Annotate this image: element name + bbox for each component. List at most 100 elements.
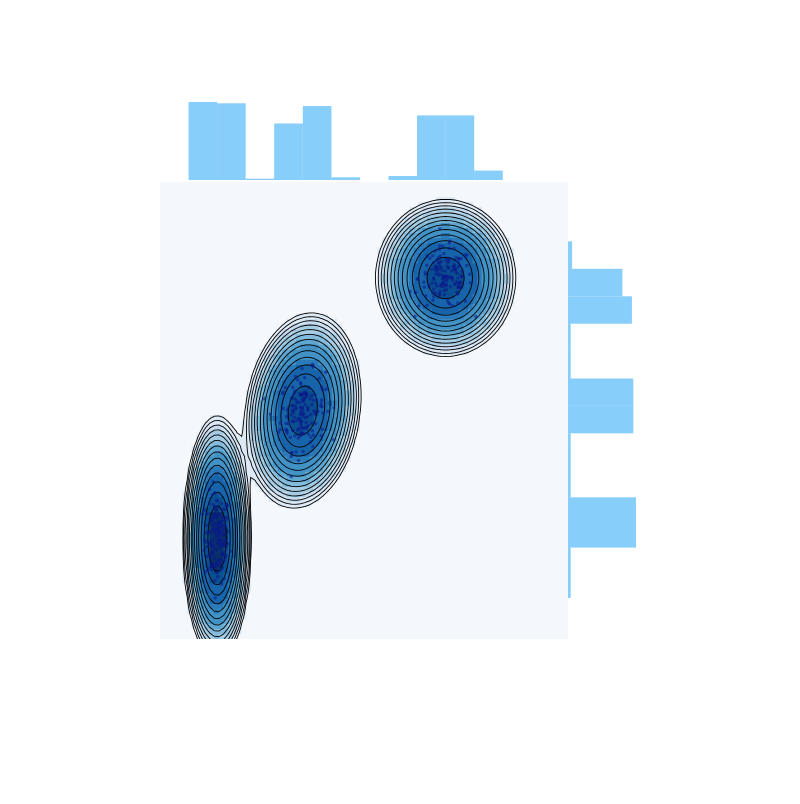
kde-fill-cell bbox=[255, 456, 260, 462]
kde-fill-cell bbox=[223, 461, 229, 467]
kde-fill-cell bbox=[268, 461, 274, 467]
kde-fill-cell bbox=[259, 471, 265, 477]
kde-fill-cell bbox=[463, 344, 469, 350]
kde-fill-cell bbox=[273, 389, 279, 396]
kde-fill-cell bbox=[250, 379, 256, 386]
kde-fill-cell bbox=[350, 430, 356, 437]
kde-fill-cell bbox=[341, 405, 347, 411]
kde-fill-cell bbox=[191, 476, 197, 482]
kde-fill-cell bbox=[400, 298, 405, 305]
kde-fill-cell bbox=[250, 420, 256, 426]
kde-fill-cell bbox=[223, 613, 229, 619]
kde-fill-cell bbox=[481, 288, 487, 294]
data-point bbox=[432, 260, 436, 265]
marginal-y-bar bbox=[568, 351, 571, 379]
data-point bbox=[215, 574, 220, 579]
kde-fill-cell bbox=[223, 430, 229, 437]
kde-fill-cell bbox=[418, 232, 424, 239]
kde-fill-cell bbox=[454, 212, 460, 218]
data-point bbox=[303, 376, 307, 380]
kde-fill-cell bbox=[327, 364, 333, 371]
data-point bbox=[440, 244, 445, 248]
kde-fill-cell bbox=[454, 273, 460, 279]
kde-fill-cell bbox=[295, 395, 301, 401]
data-point bbox=[301, 426, 305, 431]
data-point bbox=[332, 406, 336, 410]
kde-fill-cell bbox=[454, 252, 460, 259]
kde-fill-cell bbox=[477, 318, 483, 325]
data-point bbox=[211, 480, 215, 484]
kde-fill-cell bbox=[282, 379, 288, 386]
kde-fill-cell bbox=[268, 440, 274, 447]
kde-fill-cell bbox=[422, 247, 428, 254]
kde-fill-cell bbox=[418, 222, 424, 228]
kde-fill-cell bbox=[391, 308, 396, 315]
kde-fill-cell bbox=[304, 435, 310, 442]
kde-fill-cell bbox=[218, 430, 224, 437]
kde-fill-cell bbox=[427, 237, 433, 244]
kde-fill-cell bbox=[341, 349, 347, 355]
data-point bbox=[290, 450, 294, 455]
kde-fill-cell bbox=[255, 461, 260, 467]
data-point bbox=[302, 390, 307, 394]
kde-fill-cell bbox=[404, 247, 410, 254]
kde-fill-cell bbox=[490, 308, 496, 315]
kde-fill-cell bbox=[377, 283, 383, 289]
kde-fill-cell bbox=[255, 400, 260, 406]
kde-fill-cell bbox=[318, 410, 324, 416]
data-point bbox=[203, 570, 207, 574]
kde-fill-cell bbox=[427, 298, 433, 305]
kde-fill-cell bbox=[187, 511, 192, 518]
kde-fill-cell bbox=[440, 303, 446, 310]
kde-fill-cell bbox=[241, 461, 247, 467]
kde-fill-cell bbox=[295, 318, 301, 325]
kde-fill-cell bbox=[327, 384, 333, 391]
kde-fill-cell bbox=[313, 461, 319, 467]
kde-fill-cell bbox=[504, 257, 510, 264]
kde-fill-cell bbox=[264, 349, 269, 355]
kde-fill-cell bbox=[323, 400, 328, 406]
kde-fill-cell bbox=[209, 440, 215, 447]
kde-fill-cell bbox=[232, 440, 238, 447]
kde-fill-cell bbox=[250, 374, 256, 381]
kde-fill-cell bbox=[218, 425, 224, 432]
kde-fill-cell bbox=[259, 420, 265, 426]
kde-fill-cell bbox=[381, 242, 387, 249]
kde-fill-cell bbox=[227, 450, 233, 457]
kde-fill-cell bbox=[318, 395, 324, 401]
kde-fill-cell bbox=[427, 232, 433, 239]
kde-fill-cell bbox=[304, 400, 310, 406]
kde-fill-cell bbox=[205, 598, 211, 604]
kde-fill-cell bbox=[295, 486, 301, 492]
kde-fill-cell bbox=[223, 577, 229, 584]
kde-fill-cell bbox=[313, 374, 319, 381]
kde-fill-cell bbox=[413, 263, 419, 269]
data-point bbox=[430, 267, 434, 271]
kde-fill-cell bbox=[309, 349, 315, 355]
kde-fill-cell bbox=[282, 359, 288, 365]
kde-fill-cell bbox=[309, 369, 315, 376]
kde-fill-cell bbox=[431, 242, 437, 249]
data-point bbox=[306, 408, 310, 412]
kde-fill-cell bbox=[304, 461, 310, 467]
kde-fill-cell bbox=[304, 339, 310, 345]
kde-fill-cell bbox=[286, 395, 292, 401]
data-point bbox=[213, 578, 217, 583]
kde-fill-cell bbox=[182, 557, 188, 564]
kde-fill-cell bbox=[187, 516, 192, 523]
kde-fill-cell bbox=[454, 344, 460, 350]
kde-fill-cell bbox=[264, 445, 269, 452]
kde-fill-cell bbox=[422, 318, 428, 325]
kde-fill-cell bbox=[391, 273, 396, 279]
kde-fill-cell bbox=[191, 501, 197, 508]
kde-fill-cell bbox=[291, 440, 297, 447]
kde-fill-cell bbox=[459, 323, 464, 330]
kde-fill-cell bbox=[459, 344, 464, 350]
kde-fill-cell bbox=[277, 405, 283, 411]
kde-fill-cell bbox=[273, 445, 279, 452]
kde-fill-cell bbox=[223, 456, 229, 462]
kde-fill-cell bbox=[332, 435, 337, 442]
kde-fill-cell bbox=[273, 435, 279, 442]
kde-fill-cell bbox=[459, 298, 464, 305]
kde-fill-cell bbox=[309, 318, 315, 325]
